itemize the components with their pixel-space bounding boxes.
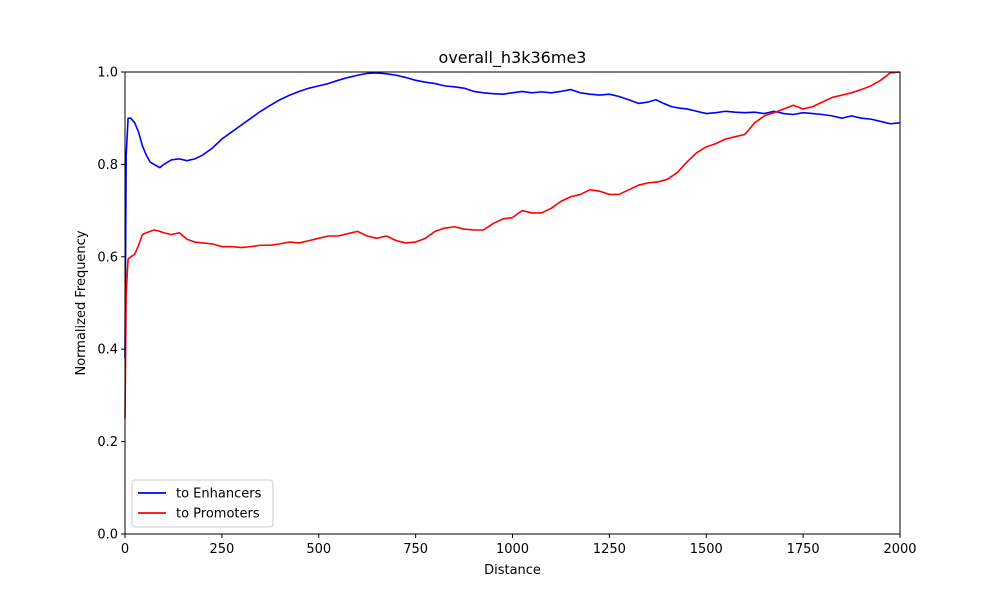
x-tick-label: 1750 <box>787 542 820 557</box>
x-tick-label: 1000 <box>496 542 529 557</box>
tick-layer: 0 250 500 750 1000 1250 1500 1750 2000 0.0 0.2 0.4 0… <box>97 66 916 558</box>
series-line-1 <box>124 72 901 359</box>
legend-label-2: to Promoters <box>176 507 260 522</box>
y-tick-label: 0.0 <box>97 528 118 543</box>
chart-title: overall_h3k36me3 <box>439 48 587 68</box>
series-line-2 <box>124 71 901 419</box>
y-tick-label: 0.8 <box>97 158 118 173</box>
legend: to Enhancers to Promoters <box>131 479 274 528</box>
x-tick-label: 250 <box>209 542 234 557</box>
y-axis-title: Normalized Frequency <box>74 230 89 375</box>
x-tick-label: 0 <box>121 542 129 557</box>
legend-box <box>131 479 274 528</box>
y-tick-label: 0.6 <box>97 250 118 265</box>
x-tick-label: 2000 <box>883 542 916 557</box>
x-tick-label: 750 <box>403 542 428 557</box>
y-tick-label: 0.4 <box>97 343 118 358</box>
x-tick-label: 500 <box>306 542 331 557</box>
series-layer <box>124 71 901 419</box>
y-tick-label: 1.0 <box>97 66 118 81</box>
y-tick-label: 0.2 <box>97 435 118 450</box>
x-tick-label: 1500 <box>690 542 723 557</box>
x-axis-title: Distance <box>484 563 541 578</box>
legend-label-1: to Enhancers <box>176 487 262 502</box>
x-tick-label: 1250 <box>593 542 626 557</box>
